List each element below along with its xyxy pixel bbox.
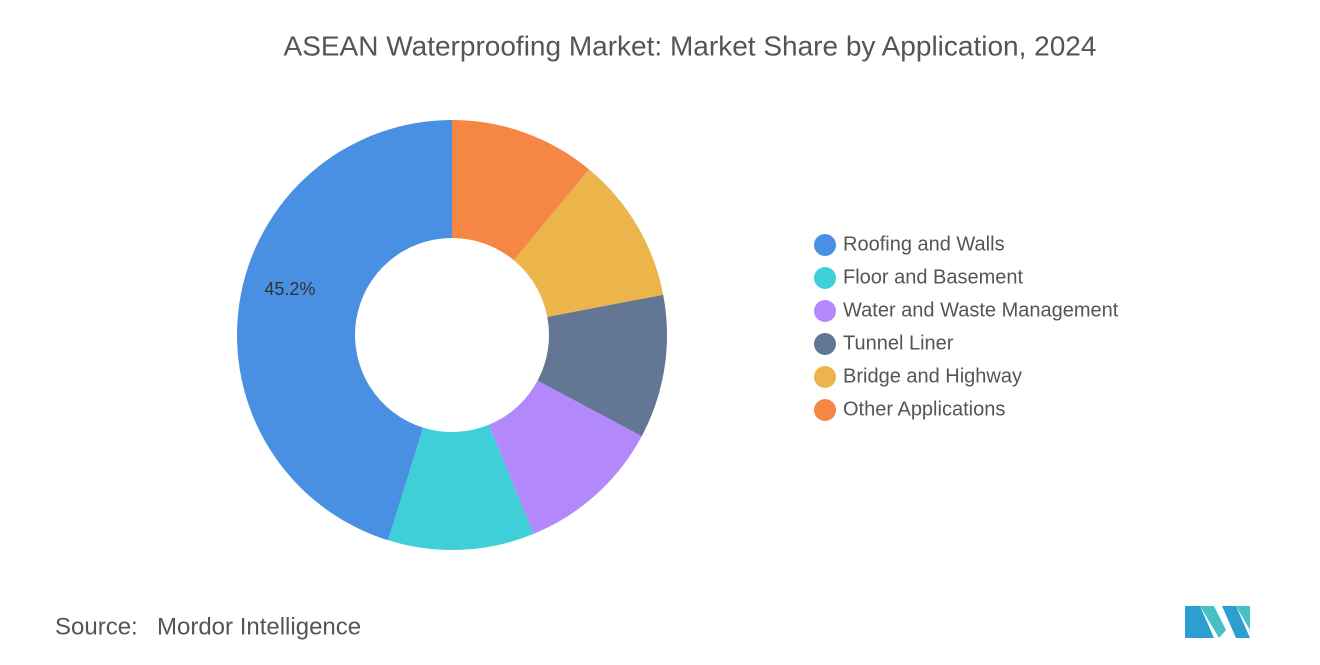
donut-segment bbox=[388, 424, 534, 550]
legend-label: Other Applications bbox=[843, 398, 1005, 420]
logo bbox=[1185, 606, 1250, 638]
source: Mordor Intelligence bbox=[157, 613, 361, 640]
donut-segment bbox=[488, 380, 642, 534]
legend-label: Roofing and Walls bbox=[843, 233, 1005, 255]
legend-label: Water and Waste Management bbox=[843, 299, 1119, 321]
legend-marker bbox=[814, 399, 836, 421]
donut-segment bbox=[513, 169, 664, 317]
donut-segment bbox=[237, 120, 452, 541]
donut-segment bbox=[537, 294, 667, 437]
legend-label: Floor and Basement bbox=[843, 266, 1024, 288]
legend-label: Tunnel Liner bbox=[843, 332, 954, 354]
legend-marker bbox=[814, 267, 836, 289]
legend-label: Bridge and Highway bbox=[843, 365, 1022, 387]
legend-marker bbox=[814, 234, 836, 256]
chart-title: ASEAN Waterproofing Market: Market Share… bbox=[284, 30, 1097, 61]
donut-segment bbox=[452, 120, 590, 261]
source-label: Source: bbox=[55, 613, 138, 640]
legend-marker bbox=[814, 300, 836, 322]
legend-marker bbox=[814, 333, 836, 355]
legend-marker bbox=[814, 366, 836, 388]
data-label: 45.2% bbox=[264, 279, 315, 299]
